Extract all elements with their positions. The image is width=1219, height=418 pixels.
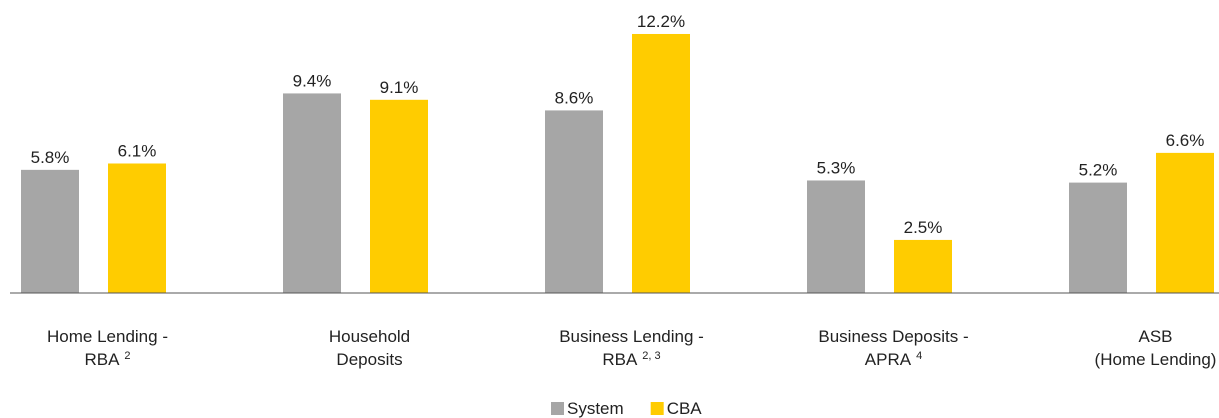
bar (1069, 182, 1127, 293)
footnote-ref: 4 (916, 350, 922, 362)
x-tick-label-line: APRA (865, 350, 912, 369)
x-tick-label: Household (329, 327, 410, 346)
value-label: 5.3% (817, 158, 856, 177)
x-tick-label-line: Business Deposits - (818, 327, 968, 346)
footnote-ref: 2 (124, 350, 130, 362)
bar (370, 99, 428, 293)
x-tick-label-line: Household (329, 327, 410, 346)
bar (1156, 152, 1214, 293)
bar (283, 93, 341, 293)
value-label: 9.4% (293, 71, 332, 90)
x-tick-label-line: Business Lending - (559, 327, 704, 346)
x-tick-label-line: RBA (84, 350, 120, 369)
x-tick-label-line: ASB (1138, 327, 1172, 346)
x-tick-label: Deposits (336, 350, 402, 369)
legend-label: CBA (667, 399, 703, 418)
bar (632, 33, 690, 293)
x-tick-label: Business Deposits - (818, 327, 968, 346)
x-tick-label: APRA 4 (865, 350, 922, 369)
bar (807, 180, 865, 293)
x-tick-label: Business Lending - (559, 327, 704, 346)
value-label: 2.5% (904, 218, 943, 237)
legend-swatch (650, 402, 664, 415)
legend-swatch (551, 402, 564, 415)
bar (21, 169, 79, 293)
value-label: 6.6% (1166, 131, 1205, 150)
x-tick-label: ASB (1138, 327, 1172, 346)
bar (545, 110, 603, 294)
x-tick-label: RBA 2, 3 (602, 350, 660, 369)
x-tick-label-line: (Home Lending) (1095, 350, 1217, 369)
x-tick-label: RBA 2 (84, 350, 130, 369)
value-label: 5.8% (31, 148, 70, 167)
value-label: 9.1% (380, 78, 419, 97)
x-tick-label: Home Lending - (47, 327, 168, 346)
bar (894, 239, 952, 293)
x-tick-label-line: Home Lending - (47, 327, 168, 346)
footnote-ref: 2, 3 (642, 350, 660, 362)
value-label: 6.1% (118, 141, 157, 160)
x-tick-label-line: Deposits (336, 350, 402, 369)
value-label: 12.2% (637, 12, 685, 31)
x-tick-label: (Home Lending) (1095, 350, 1217, 369)
bar (108, 163, 166, 293)
value-label: 5.2% (1079, 161, 1118, 180)
legend-label: System (567, 399, 624, 418)
value-label: 8.6% (555, 88, 594, 107)
x-tick-label-line: RBA (602, 350, 638, 369)
